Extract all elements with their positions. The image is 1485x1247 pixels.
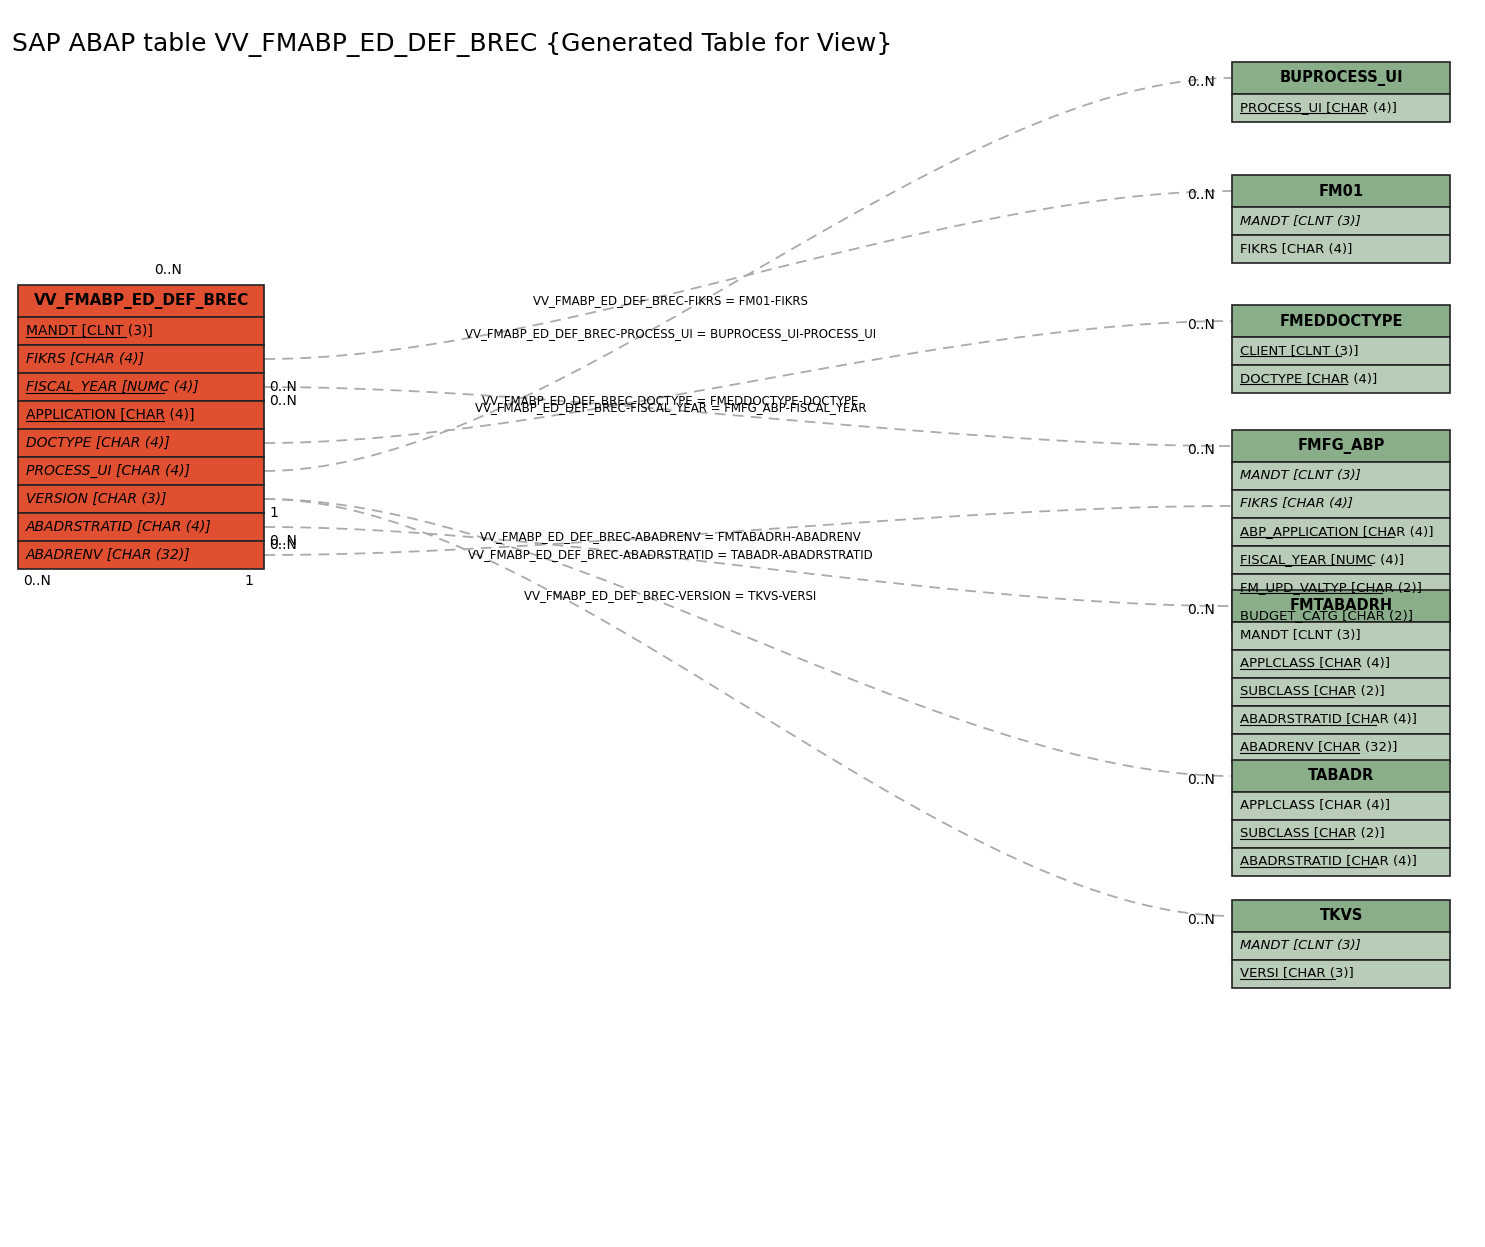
Bar [18, 286, 264, 317]
Bar [1231, 207, 1451, 234]
Text: ABADRENV [CHAR (32)]: ABADRENV [CHAR (32)] [25, 547, 190, 562]
Bar [1231, 546, 1451, 574]
Text: 0..N: 0..N [1187, 188, 1215, 202]
Text: FMFG_ABP: FMFG_ABP [1298, 438, 1384, 454]
Text: SUBCLASS [CHAR (2)]: SUBCLASS [CHAR (2)] [1240, 686, 1384, 698]
Text: VV_FMABP_ED_DEF_BREC: VV_FMABP_ED_DEF_BREC [34, 293, 248, 309]
Text: 0..N: 0..N [22, 574, 50, 589]
Text: ABADRSTRATID [CHAR (4)]: ABADRSTRATID [CHAR (4)] [1240, 855, 1417, 868]
Bar [1231, 365, 1451, 393]
Text: 0..N: 0..N [269, 394, 297, 408]
Bar [1231, 734, 1451, 762]
Bar [18, 541, 264, 569]
Bar [1231, 490, 1451, 518]
Text: BUPROCESS_UI: BUPROCESS_UI [1279, 70, 1403, 86]
Bar [1231, 461, 1451, 490]
Text: VV_FMABP_ED_DEF_BREC-FISCAL_YEAR = FMFG_ABP-FISCAL_YEAR: VV_FMABP_ED_DEF_BREC-FISCAL_YEAR = FMFG_… [475, 402, 866, 414]
Bar [1231, 706, 1451, 734]
Text: DOCTYPE [CHAR (4)]: DOCTYPE [CHAR (4)] [25, 436, 169, 450]
Bar [1231, 62, 1451, 94]
Text: MANDT [CLNT (3)]: MANDT [CLNT (3)] [1240, 470, 1360, 483]
Text: ABADRENV [CHAR (32)]: ABADRENV [CHAR (32)] [1240, 742, 1397, 754]
Text: FMTABADRH: FMTABADRH [1289, 599, 1393, 614]
Bar [18, 345, 264, 373]
Text: PROCESS_UI [CHAR (4)]: PROCESS_UI [CHAR (4)] [25, 464, 190, 478]
Bar [18, 456, 264, 485]
Text: DOCTYPE [CHAR (4)]: DOCTYPE [CHAR (4)] [1240, 373, 1377, 385]
Bar [1231, 602, 1451, 630]
Text: 0..N: 0..N [1187, 318, 1215, 332]
Text: 0..N: 0..N [269, 534, 297, 547]
Bar [1231, 900, 1451, 932]
Text: VV_FMABP_ED_DEF_BREC-ABADRSTRATID = TABADR-ABADRSTRATID: VV_FMABP_ED_DEF_BREC-ABADRSTRATID = TABA… [468, 549, 873, 561]
Text: 0..N: 0..N [269, 380, 297, 394]
Text: FIKRS [CHAR (4)]: FIKRS [CHAR (4)] [25, 352, 144, 367]
Text: FIKRS [CHAR (4)]: FIKRS [CHAR (4)] [1240, 242, 1353, 256]
Text: ABADRSTRATID [CHAR (4)]: ABADRSTRATID [CHAR (4)] [25, 520, 211, 534]
Text: MANDT [CLNT (3)]: MANDT [CLNT (3)] [25, 324, 153, 338]
Bar [1231, 932, 1451, 960]
Text: MANDT [CLNT (3)]: MANDT [CLNT (3)] [1240, 214, 1360, 227]
Text: 0..N: 0..N [1187, 443, 1215, 456]
Text: CLIENT [CLNT (3)]: CLIENT [CLNT (3)] [1240, 344, 1359, 358]
Text: 0..N: 0..N [1187, 913, 1215, 927]
Text: TABADR: TABADR [1308, 768, 1374, 783]
Text: MANDT [CLNT (3)]: MANDT [CLNT (3)] [1240, 939, 1360, 953]
Bar [1231, 306, 1451, 337]
Text: VV_FMABP_ED_DEF_BREC-FIKRS = FM01-FIKRS: VV_FMABP_ED_DEF_BREC-FIKRS = FM01-FIKRS [533, 294, 808, 307]
Bar [18, 373, 264, 402]
Text: APPLICATION [CHAR (4)]: APPLICATION [CHAR (4)] [25, 408, 195, 421]
Text: FISCAL_YEAR [NUMC (4)]: FISCAL_YEAR [NUMC (4)] [25, 380, 199, 394]
Text: VERSI [CHAR (3)]: VERSI [CHAR (3)] [1240, 968, 1353, 980]
Text: VV_FMABP_ED_DEF_BREC-DOCTYPE = FMEDDOCTYPE-DOCTYPE: VV_FMABP_ED_DEF_BREC-DOCTYPE = FMEDDOCTY… [483, 394, 858, 407]
Bar [1231, 759, 1451, 792]
Bar [18, 317, 264, 345]
Text: BUDGET_CATG [CHAR (2)]: BUDGET_CATG [CHAR (2)] [1240, 610, 1412, 622]
Bar [18, 429, 264, 456]
Text: 0..N: 0..N [1187, 773, 1215, 787]
Text: 0..N: 0..N [1187, 604, 1215, 617]
Text: 1: 1 [269, 506, 278, 520]
Text: ABADRSTRATID [CHAR (4)]: ABADRSTRATID [CHAR (4)] [1240, 713, 1417, 727]
Bar [18, 485, 264, 513]
Bar [1231, 590, 1451, 622]
Bar [1231, 821, 1451, 848]
Text: FISCAL_YEAR [NUMC (4)]: FISCAL_YEAR [NUMC (4)] [1240, 554, 1403, 566]
Text: MANDT [CLNT (3)]: MANDT [CLNT (3)] [1240, 630, 1360, 642]
Bar [18, 513, 264, 541]
Bar [18, 402, 264, 429]
Text: FMEDDOCTYPE: FMEDDOCTYPE [1279, 313, 1403, 328]
Bar [1231, 848, 1451, 875]
Text: FIKRS [CHAR (4)]: FIKRS [CHAR (4)] [1240, 498, 1353, 510]
Text: ABP_APPLICATION [CHAR (4)]: ABP_APPLICATION [CHAR (4)] [1240, 525, 1433, 539]
Text: 1: 1 [245, 574, 254, 589]
Bar [1231, 234, 1451, 263]
Bar [1231, 94, 1451, 122]
Text: 0..N: 0..N [1187, 75, 1215, 89]
Bar [1231, 175, 1451, 207]
Bar [1231, 960, 1451, 988]
Text: VV_FMABP_ED_DEF_BREC-ABADRENV = FMTABADRH-ABADRENV: VV_FMABP_ED_DEF_BREC-ABADRENV = FMTABADR… [480, 530, 861, 542]
Text: TKVS: TKVS [1319, 909, 1363, 924]
Text: VV_FMABP_ED_DEF_BREC-VERSION = TKVS-VERSI: VV_FMABP_ED_DEF_BREC-VERSION = TKVS-VERS… [524, 590, 817, 602]
Bar [1231, 337, 1451, 365]
Text: SAP ABAP table VV_FMABP_ED_DEF_BREC {Generated Table for View}: SAP ABAP table VV_FMABP_ED_DEF_BREC {Gen… [12, 32, 892, 57]
Text: SUBCLASS [CHAR (2)]: SUBCLASS [CHAR (2)] [1240, 828, 1384, 840]
Bar [1231, 518, 1451, 546]
Bar [1231, 574, 1451, 602]
Bar [1231, 622, 1451, 650]
Bar [1231, 650, 1451, 678]
Text: VERSION [CHAR (3)]: VERSION [CHAR (3)] [25, 493, 166, 506]
Text: APPLCLASS [CHAR (4)]: APPLCLASS [CHAR (4)] [1240, 799, 1390, 813]
Text: FM01: FM01 [1319, 183, 1363, 198]
Text: FM_UPD_VALTYP [CHAR (2)]: FM_UPD_VALTYP [CHAR (2)] [1240, 581, 1421, 595]
Text: PROCESS_UI [CHAR (4)]: PROCESS_UI [CHAR (4)] [1240, 101, 1396, 115]
Bar [1231, 678, 1451, 706]
Text: 0..N: 0..N [269, 537, 297, 552]
Bar [1231, 792, 1451, 821]
Text: 0..N: 0..N [154, 263, 181, 277]
Bar [1231, 430, 1451, 461]
Text: VV_FMABP_ED_DEF_BREC-PROCESS_UI = BUPROCESS_UI-PROCESS_UI: VV_FMABP_ED_DEF_BREC-PROCESS_UI = BUPROC… [465, 327, 876, 340]
Text: APPLCLASS [CHAR (4)]: APPLCLASS [CHAR (4)] [1240, 657, 1390, 671]
